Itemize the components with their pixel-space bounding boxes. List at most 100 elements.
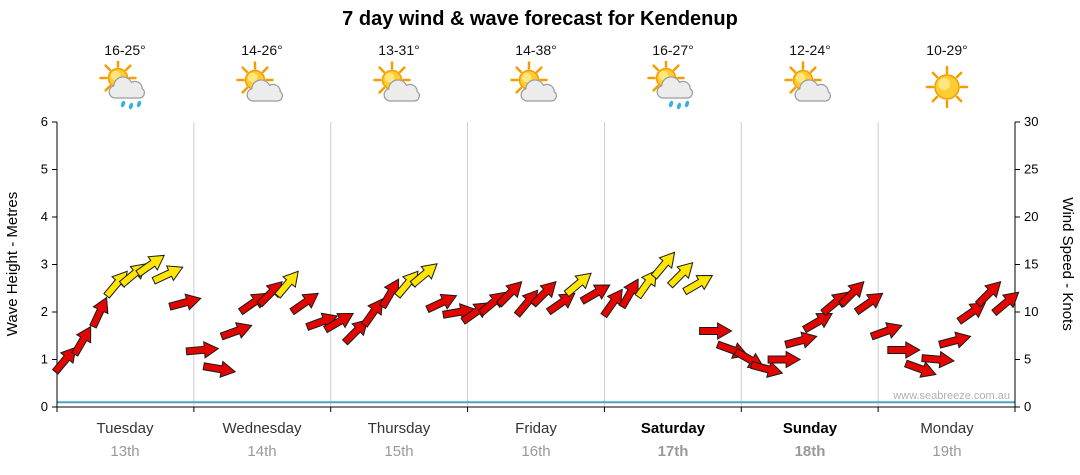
sun-icon [925, 65, 969, 109]
right-axis-tick-label: 20 [1024, 209, 1038, 224]
rain-icon [120, 100, 142, 110]
wind-arrow [477, 291, 507, 317]
wind-arrow [869, 322, 903, 341]
wind-arrow [887, 341, 921, 359]
axes [52, 121, 1020, 412]
day-label: Friday [515, 420, 557, 437]
wind-arrow [289, 292, 320, 316]
right-axis-tick-label: 10 [1024, 304, 1038, 319]
wind-arrow [495, 280, 523, 308]
wind-arrow [202, 360, 237, 378]
weather-icon-graphic [373, 61, 420, 102]
weather-icon-graphic [236, 61, 283, 102]
weather-icon [329, 60, 469, 114]
wind-arrow [425, 293, 458, 314]
weather-icon-graphic [99, 61, 145, 110]
wind-arrow [921, 350, 955, 369]
day-temp: 16-27° [652, 42, 694, 58]
weather-icon [740, 60, 880, 114]
right-axis-tick-label: 0 [1024, 399, 1031, 414]
wind-arrow [274, 270, 299, 299]
wind-arrow [784, 331, 818, 349]
wind-arrow [938, 331, 972, 349]
left-axis-tick-label: 2 [41, 304, 48, 319]
wind-arrow [135, 254, 166, 278]
wind-arrow [820, 291, 849, 317]
weather-icon [877, 60, 1017, 114]
wind-arrow [699, 322, 733, 340]
wind-arrow [89, 296, 109, 329]
weather-icon [603, 60, 743, 114]
weather-icon-graphic [510, 61, 557, 102]
wind-arrow [151, 265, 184, 285]
wind-arrow [219, 322, 253, 341]
day-date: 14th [247, 443, 277, 460]
right-axis-tick-label: 25 [1024, 162, 1038, 177]
day-temp: 14-26° [241, 42, 283, 58]
day-date: 19th [932, 443, 962, 460]
wind-arrow [409, 263, 438, 288]
wind-arrow [634, 269, 657, 300]
day-temp: 10-29° [926, 42, 968, 58]
day-date: 18th [794, 443, 826, 460]
day-temp: 13-31° [378, 42, 420, 58]
wind-arrow [956, 302, 987, 325]
wind-arrow [51, 346, 77, 375]
cloud-icon [794, 79, 831, 102]
wind-arrow [904, 359, 937, 378]
wind-arrow [185, 341, 220, 359]
day-label: Thursday [367, 420, 431, 437]
day-label: Saturday [640, 420, 706, 437]
wind-arrow [579, 284, 611, 305]
wind-arrow [767, 350, 802, 369]
left-axis-tick-label: 4 [41, 209, 48, 224]
rain-icon [668, 100, 690, 110]
right-axis-tick-label: 30 [1024, 114, 1038, 129]
left-axis-tick-label: 1 [41, 352, 48, 367]
left-axis-tick-label: 0 [41, 399, 48, 414]
wind-arrow [168, 293, 202, 311]
left-axis-tick-label: 5 [41, 162, 48, 177]
cloud-icon [520, 79, 557, 102]
wind-arrow [341, 318, 369, 346]
wind-arrows [51, 251, 1020, 378]
wind-arrow [70, 325, 92, 357]
cloud-icon [246, 79, 283, 102]
weather-icon [55, 60, 195, 114]
day-label: Monday [920, 420, 974, 437]
wind-arrow [974, 280, 1002, 308]
weather-icon-graphic [925, 65, 969, 109]
wind-arrow [563, 272, 592, 298]
cloud-icon [108, 76, 145, 99]
cloud-icon [656, 76, 693, 99]
left-axis-tick-label: 3 [41, 257, 48, 272]
day-date: 15th [384, 443, 414, 460]
day-label: Wednesday [222, 420, 302, 437]
day-date: 16th [521, 443, 551, 460]
wind-arrow [256, 280, 283, 308]
weather-icon [466, 60, 606, 114]
day-label: Tuesday [96, 420, 154, 437]
wind-arrow [838, 280, 865, 308]
wind-arrow [650, 251, 676, 280]
day-temp: 12-24° [789, 42, 831, 58]
wind-arrow [360, 298, 384, 328]
day-temp: 16-25° [104, 42, 146, 58]
weather-icon-graphic [647, 61, 693, 110]
wind-arrow [530, 280, 557, 308]
axis-tick-labels: 0 1 2 3 4 5 6 0 5 10 15 20 25 30 [41, 114, 1039, 414]
weather-icon-graphic [784, 61, 831, 102]
day-date: 17th [657, 443, 689, 460]
left-axis-tick-label: 6 [41, 114, 48, 129]
chart-title: 7 day wind & wave forecast for Kendenup [342, 8, 738, 30]
day-temp: 14-38° [515, 42, 557, 58]
cloud-icon [383, 79, 420, 102]
wind-arrow [682, 274, 714, 296]
wind-arrow [666, 261, 694, 289]
wind-arrow [853, 292, 884, 316]
day-label: Sunday [782, 420, 838, 437]
watermark: www.seabreeze.com.au [893, 390, 1010, 402]
wind-arrow [991, 291, 1020, 317]
day-date: 13th [110, 443, 140, 460]
